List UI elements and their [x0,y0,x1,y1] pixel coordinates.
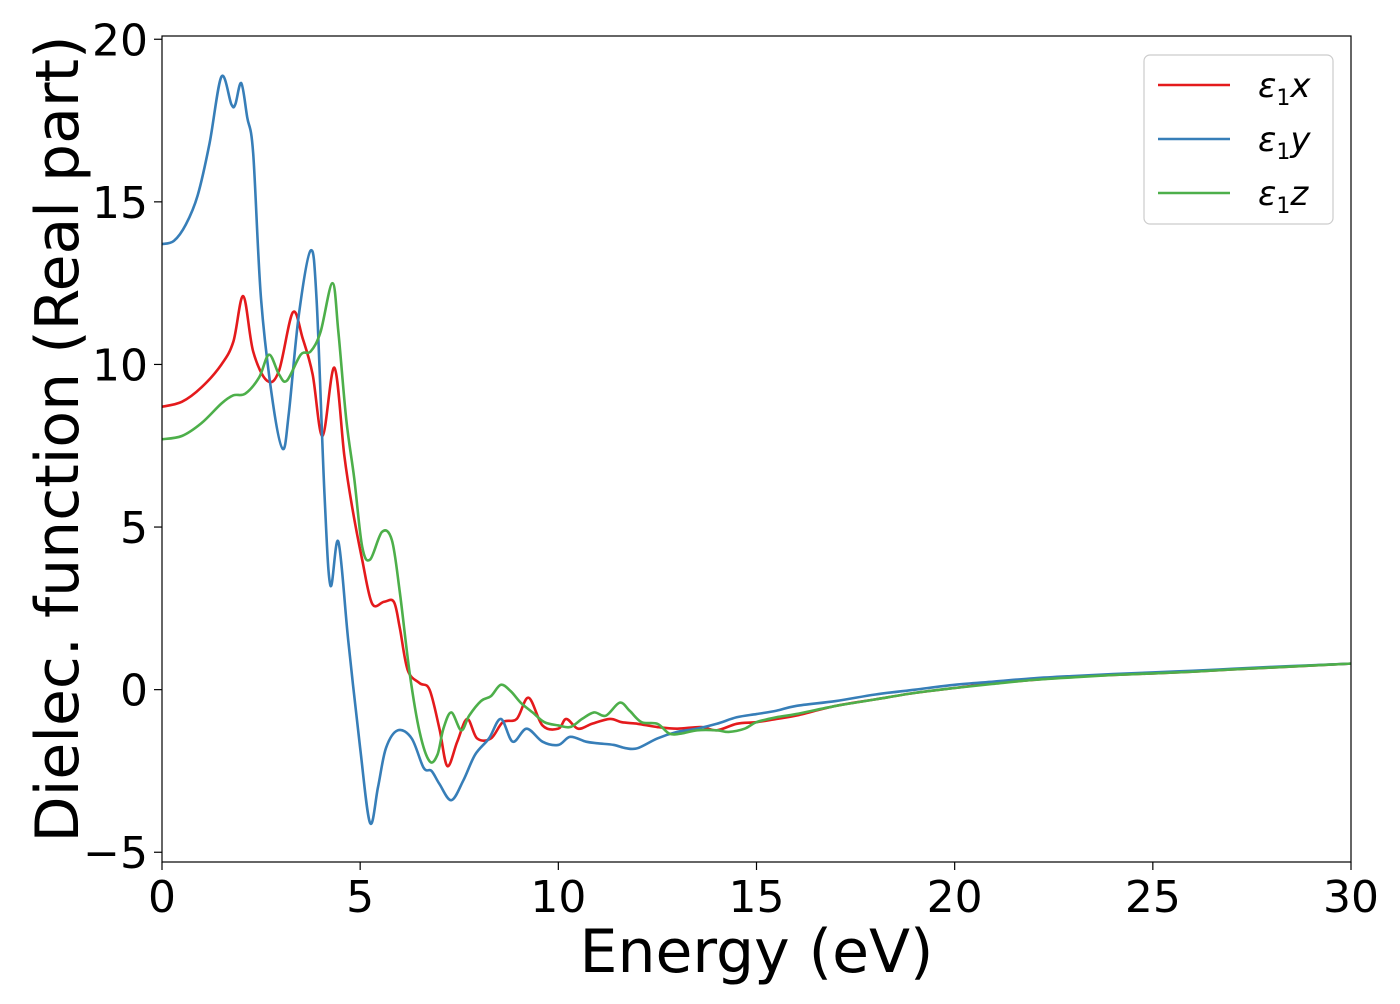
x-tick-label: 30 [1323,872,1379,923]
legend-box [1143,54,1334,225]
x-axis-label: Energy (eV) [580,917,934,987]
x-tick-label: 0 [148,872,176,923]
legend-subscript: 1 [1276,86,1290,111]
x-tick-label: 20 [927,872,983,923]
legend-label: ε1y [1258,120,1311,165]
legend-entry-x: ε1x [1158,66,1311,111]
legend-symbol: ε [1258,174,1276,214]
x-tick-label: 5 [346,872,374,923]
legend-suffix: x [1289,66,1311,106]
series-line-y [162,74,1351,826]
y-tick-label: 15 [92,178,148,229]
series-line-z [162,281,1351,764]
x-tick-label: 25 [1125,872,1181,923]
y-tick-label: 0 [120,666,148,717]
y-tick-label: 5 [120,503,148,554]
legend-label: ε1z [1258,174,1309,219]
x-tick-label: 10 [530,872,586,923]
legend-subscript: 1 [1276,140,1290,165]
y-tick-label: 10 [92,340,148,391]
legend-subscript: 1 [1276,194,1290,219]
y-axis-label: Dielec. function (Real part) [23,36,93,843]
y-tick-label: 20 [92,15,148,66]
legend-entry-y: ε1y [1158,120,1311,165]
series-layer [162,74,1351,826]
legend-entry-z: ε1z [1158,174,1309,219]
y-tick-label: −5 [83,828,148,879]
legend-label: ε1x [1258,66,1311,111]
legend-symbol: ε [1258,66,1276,106]
legend-suffix: y [1289,120,1311,160]
legend-suffix: z [1289,174,1309,214]
legend-symbol: ε [1258,120,1276,160]
x-tick-label: 15 [729,872,785,923]
